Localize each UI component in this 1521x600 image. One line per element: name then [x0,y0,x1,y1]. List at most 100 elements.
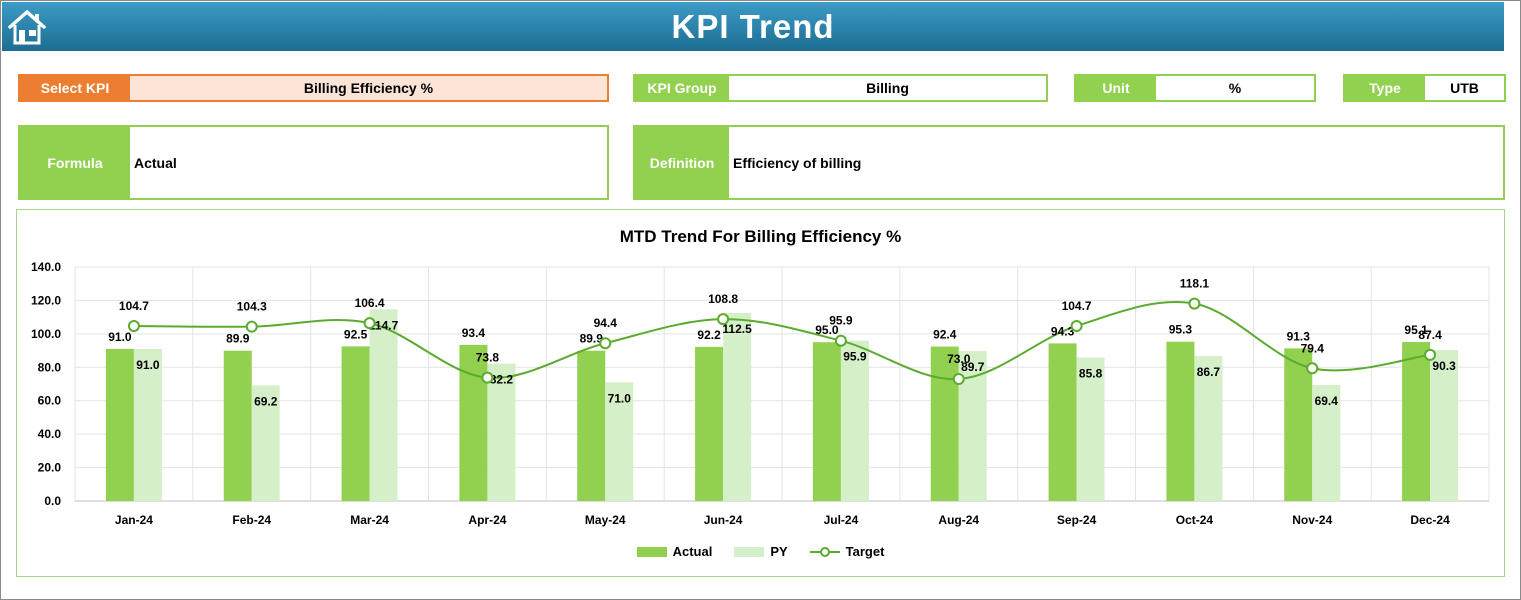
x-tick-label: May-24 [585,513,626,527]
kpi-group-value: Billing [729,76,1046,100]
target-point [1424,348,1437,361]
type-field: Type UTB [1343,74,1506,102]
data-label-py: 69.4 [1315,394,1339,408]
x-tick-label: Aug-24 [938,513,979,527]
target-point [1188,297,1201,310]
y-tick-label: 0.0 [44,494,61,508]
data-label-target: 95.9 [829,314,853,328]
y-tick-label: 60.0 [38,394,62,408]
x-tick-label: Feb-24 [232,513,271,527]
formula-label: Formula [20,127,130,198]
x-tick-label: Dec-24 [1410,513,1450,527]
data-label-py: 82.2 [490,373,514,387]
data-label-py: 85.8 [1079,367,1103,381]
bar-actual [695,346,724,501]
data-label-target: 108.8 [708,292,738,306]
y-tick-label: 100.0 [31,327,61,341]
formula-field: Formula Actual [18,125,609,200]
x-tick-label: Nov-24 [1292,513,1332,527]
y-tick-label: 40.0 [38,427,62,441]
bar-py [369,309,398,501]
data-label-py: 95.9 [843,350,867,364]
chart-plot: 0.0 20.0 40.0 60.0 80.0 100.0 120.0 140.0 Jan-24… [31,260,1490,527]
target-point [127,320,140,333]
x-tick-label: Jan-24 [115,513,153,527]
legend-actual-label: Actual [672,544,713,559]
data-label-py: 89.7 [961,360,985,374]
data-label-actual: 92.4 [933,328,957,342]
data-label-py: 71.0 [608,391,632,405]
bar-actual [930,346,959,501]
legend-target: Target [809,544,885,559]
legend-actual: Actual [636,544,713,559]
data-label-py: 91.0 [136,358,160,372]
target-point [1306,362,1319,375]
x-tick-label: Oct-24 [1176,513,1214,527]
legend-py: PY [734,544,788,559]
bar-py [487,363,516,501]
data-label-actual: 92.5 [344,327,368,341]
bar-actual [1284,348,1313,501]
formula-value: Actual [130,127,607,198]
chart-legend: Actual PY Target [17,544,1504,559]
data-label-actual: 94.3 [1051,324,1075,338]
x-tick-label: Mar-24 [350,513,389,527]
data-label-actual: 93.4 [462,326,486,340]
x-tick-label: Sep-24 [1057,513,1097,527]
unit-field: Unit % [1074,74,1316,102]
bar-actual [105,348,134,501]
data-label-target: 104.7 [119,299,149,313]
data-label-target: 79.4 [1301,341,1325,355]
legend-target-label: Target [845,544,885,559]
definition-label: Definition [635,127,729,198]
y-tick-label: 140.0 [31,260,61,274]
data-label-target: 73.0 [947,352,971,366]
target-point [363,317,376,330]
legend-py-label: PY [770,544,788,559]
bar-py [840,340,869,501]
data-label-actual: 89.9 [580,332,604,346]
bar-actual [812,342,841,501]
bar-py [723,312,752,501]
kpi-group-field: KPI Group Billing [633,74,1048,102]
select-kpi-field[interactable]: Select KPI Billing Efficiency % [18,74,609,102]
bar-py [1430,350,1459,501]
bar-actual [223,350,252,501]
trend-chart: MTD Trend For Billing Efficiency % 0.0 20… [16,209,1505,577]
bar-py [251,385,280,501]
bar-actual [341,346,370,501]
data-label-actual: 89.9 [226,332,250,346]
target-point [599,337,612,350]
data-label-py: 112.5 [722,322,752,336]
data-label-target: 87.4 [1418,328,1442,342]
bar-py [1194,356,1223,501]
select-kpi-value[interactable]: Billing Efficiency % [130,76,607,100]
data-label-py: 90.3 [1432,359,1456,373]
target-point [481,371,494,384]
data-label-target: 118.1 [1180,277,1210,291]
header-banner: KPI Trend [2,2,1504,51]
bar-actual [577,350,606,501]
type-label: Type [1345,76,1425,100]
target-point [834,334,847,347]
unit-label: Unit [1076,76,1156,100]
x-tick-label: Apr-24 [468,513,506,527]
home-icon[interactable] [7,8,47,46]
bar-py [605,382,634,501]
bar-actual [1402,342,1431,501]
target-point [952,372,965,385]
target-point [245,320,258,333]
legend-py-swatch [734,546,765,557]
bar-py [1312,385,1341,501]
bar-py [133,348,162,501]
data-label-target: 106.4 [355,296,385,310]
definition-value: Efficiency of billing [729,127,1503,198]
bar-py [1076,357,1105,501]
data-label-target: 104.3 [237,300,267,314]
data-label-target: 73.8 [476,351,500,365]
legend-actual-swatch [636,546,667,557]
data-label-py: 86.7 [1197,365,1221,379]
target-point [717,313,730,326]
kpi-group-label: KPI Group [635,76,729,100]
bar-actual [459,344,488,501]
